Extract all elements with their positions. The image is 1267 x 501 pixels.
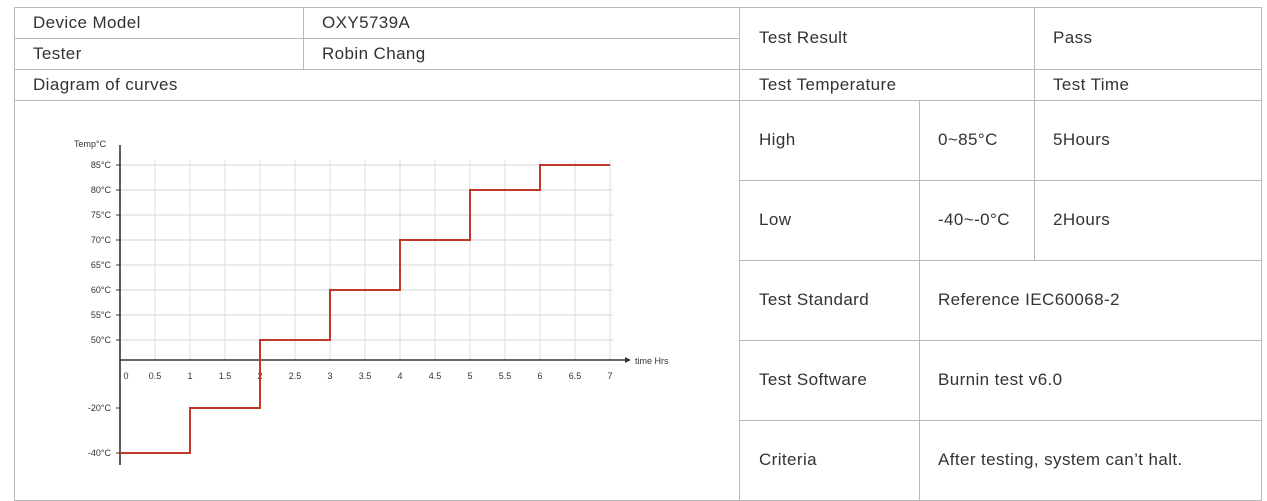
y-tick-label: 60°C [91,285,112,295]
y-tick-label: -40°C [88,448,112,458]
test-result-value: Pass [1053,28,1093,47]
x-tick-label: 5 [467,371,472,381]
temperature-step-curve [120,164,610,454]
x-tick-label: 4.5 [429,371,442,381]
y-axis-title: Temp°C [74,139,107,149]
high-range: 0~85°C [938,130,998,149]
low-label: Low [759,210,792,229]
y-tick-label: -20°C [88,403,112,413]
y-tick-label: 85°C [91,160,112,170]
y-tick-label: 70°C [91,235,112,245]
x-tick-label: 6 [537,371,542,381]
high-label: High [759,130,796,149]
x-tick-label: 0.5 [149,371,162,381]
y-tick-label: 75°C [91,210,112,220]
test-time-label: Test Time [1053,75,1130,94]
criteria-label: Criteria [759,450,817,469]
device-model-label: Device Model [33,13,141,32]
device-model-value: OXY5739A [322,13,411,32]
test-software-label: Test Software [759,370,868,389]
y-tick-label: 80°C [91,185,112,195]
test-software-value: Burnin test v6.0 [938,370,1063,389]
low-time: 2Hours [1053,210,1111,229]
high-time: 5Hours [1053,130,1111,149]
criteria-value: After testing, system can’t halt. [938,450,1183,469]
x-tick-label: 1.5 [219,371,232,381]
test-temperature-label: Test Temperature [759,75,897,94]
temperature-curve-chart: 50°C 55°C 60°C 65°C 70°C 75°C 80°C 85°C -20°C -40… [74,139,669,465]
x-tick-label: 6.5 [569,371,582,381]
x-tick-label: 2.5 [289,371,302,381]
x-tick-label: 3.5 [359,371,372,381]
x-tick-label: 1 [187,371,192,381]
y-tick-label: 55°C [91,310,112,320]
x-tick-label: 3 [327,371,332,381]
test-standard-value: Reference IEC60068-2 [938,290,1120,309]
x-axis-title: time Hrs [635,356,669,366]
low-range: -40~-0°C [938,210,1010,229]
test-result-label: Test Result [759,28,848,47]
x-tick-label: 4 [397,371,402,381]
y-tick-label: 65°C [91,260,112,270]
test-standard-label: Test Standard [759,290,870,309]
x-tick-label: 0 [123,371,128,381]
tester-value: Robin Chang [322,44,426,63]
tester-label: Tester [33,44,82,63]
y-tick-label: 50°C [91,335,112,345]
diagram-label: Diagram of curves [33,75,178,94]
x-axis-arrow-icon [625,357,631,363]
x-tick-label: 7 [607,371,612,381]
x-tick-label: 5.5 [499,371,512,381]
